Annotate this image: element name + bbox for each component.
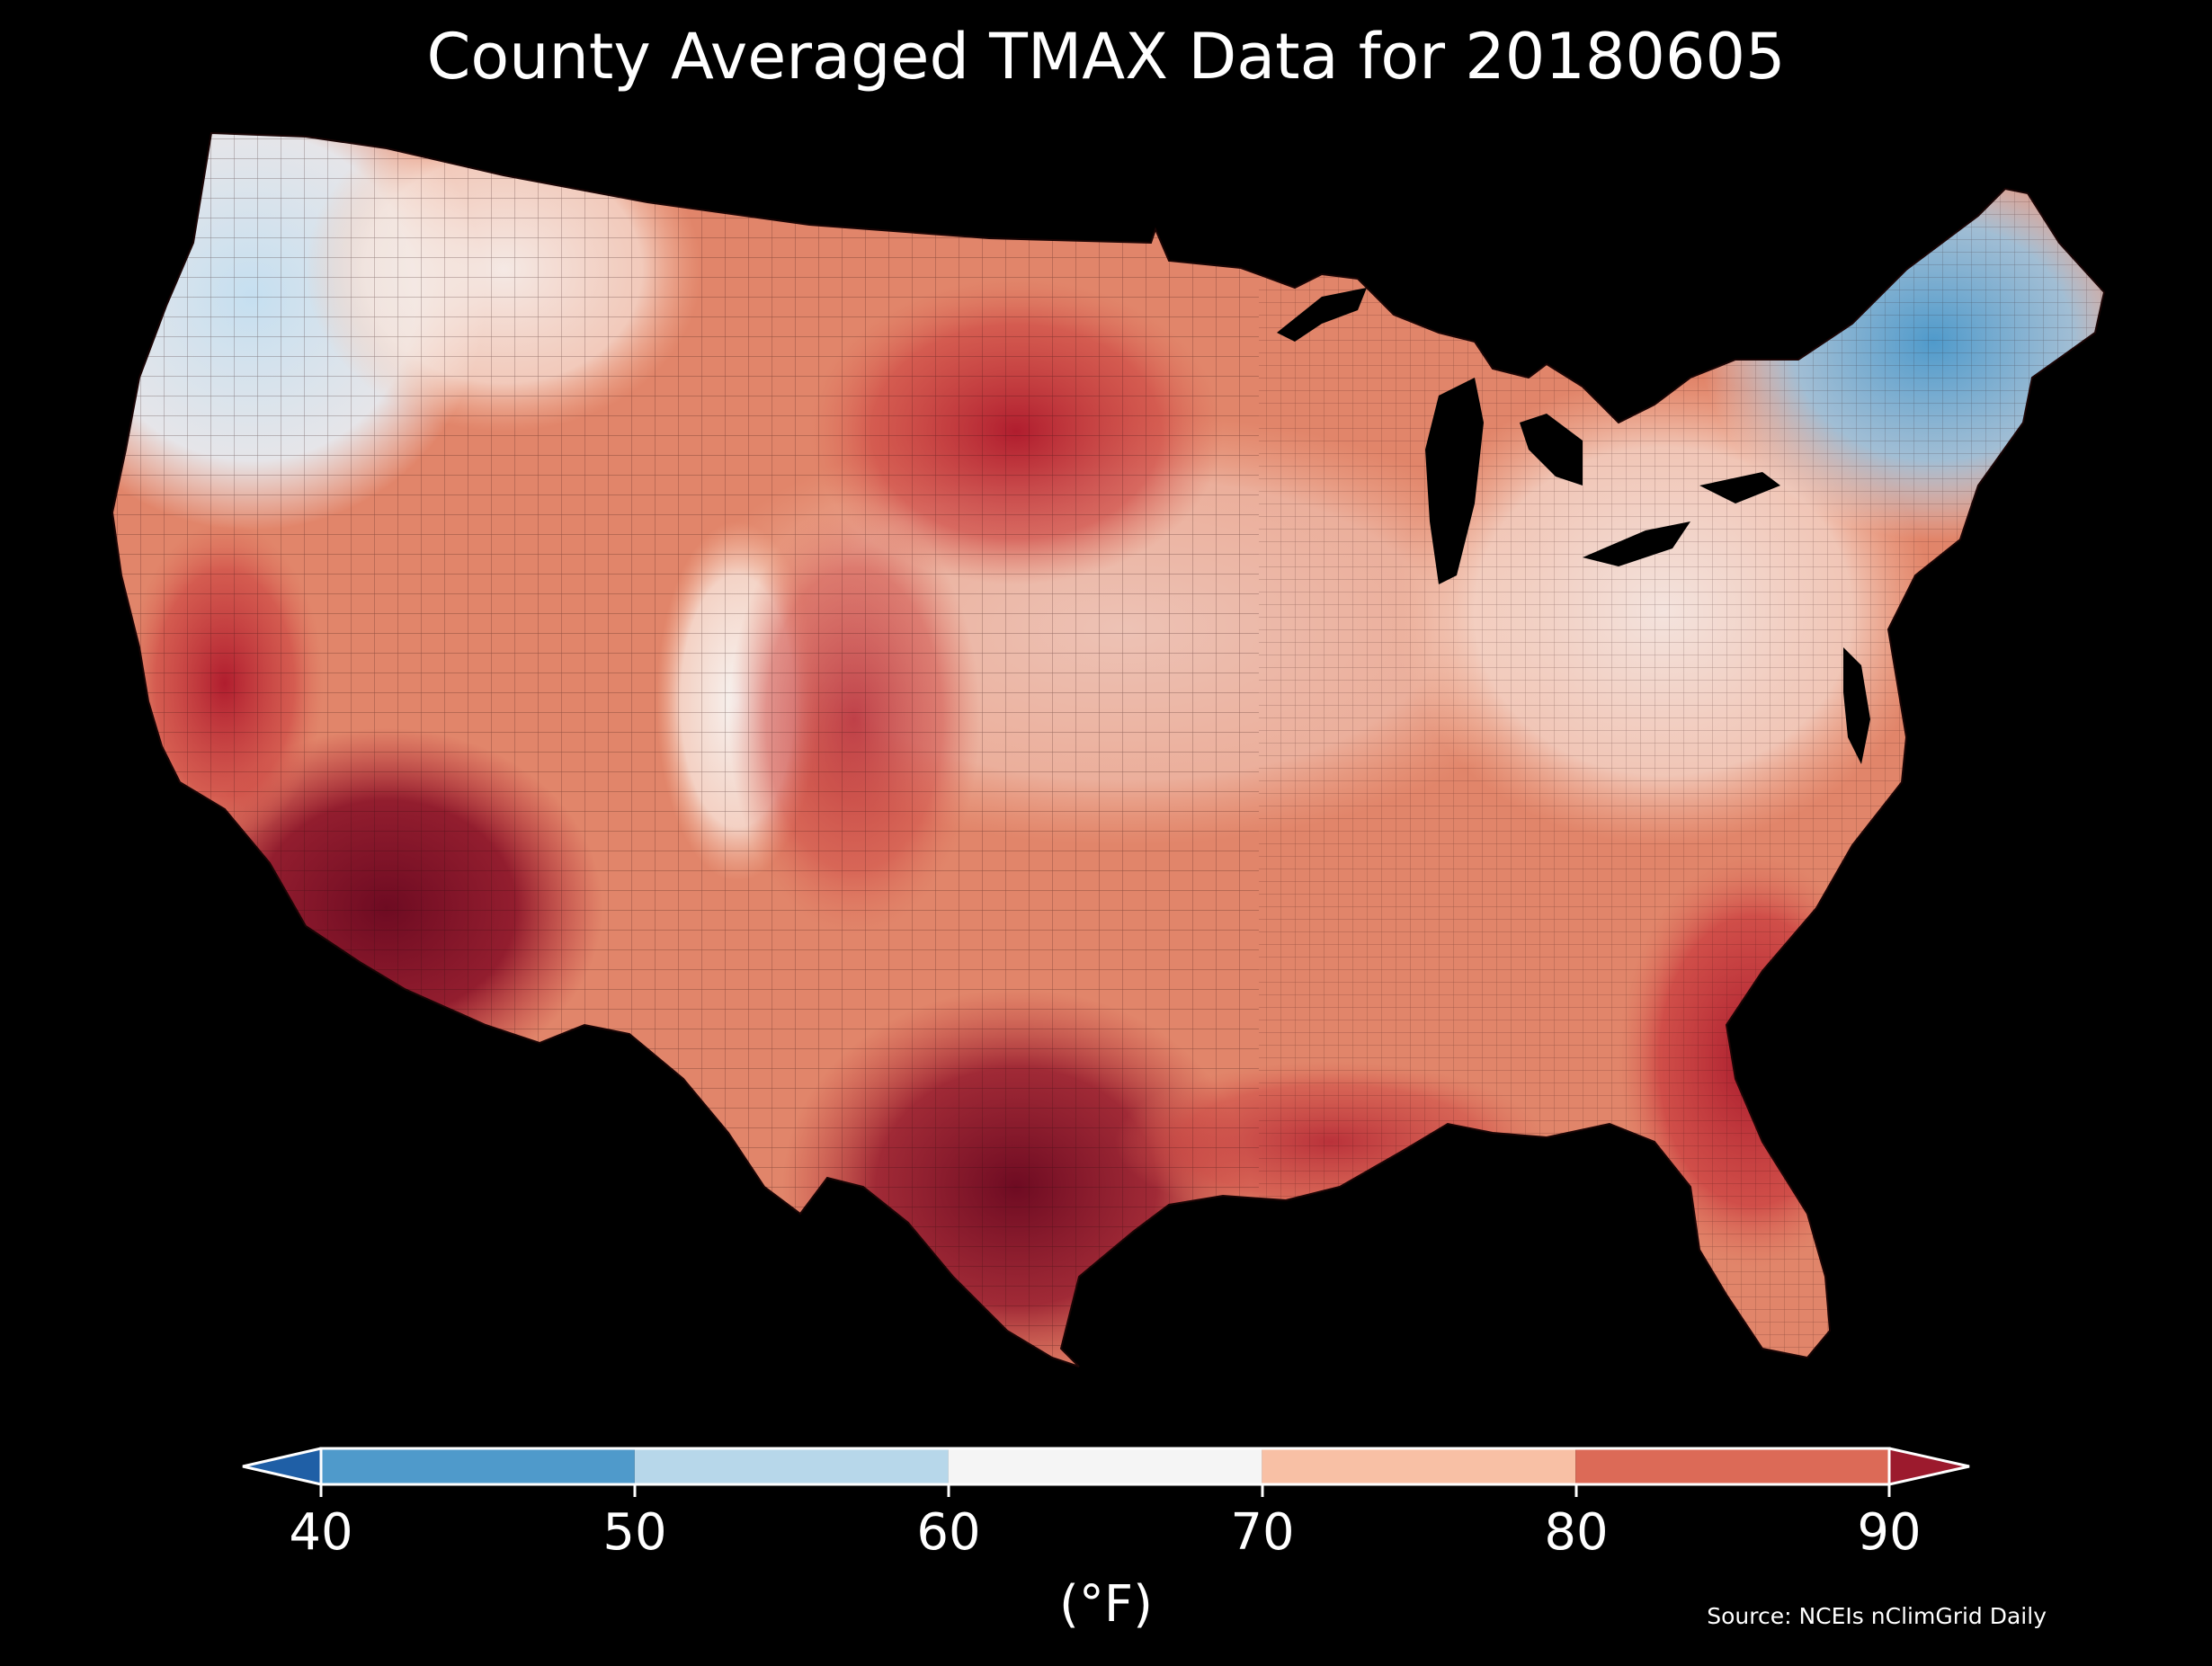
lake-michigan (1425, 378, 1484, 584)
lake-superior (1277, 288, 1367, 342)
colorbar-units-label: (°F) (1059, 1575, 1153, 1634)
us-outline (111, 131, 2106, 1368)
colorbar-bin (1575, 1448, 1889, 1484)
lake-ontario (1699, 472, 1780, 503)
colorbar-tick-40: 40 (289, 1503, 353, 1562)
chesapeake-bay (1843, 647, 1870, 764)
colorbar-tick-80: 80 (1544, 1503, 1609, 1562)
colorbar-bin (1262, 1448, 1576, 1484)
colorbar-bin (1889, 1448, 1969, 1484)
colorbar-tick-60: 60 (916, 1503, 981, 1562)
colorbar-tick-90: 90 (1857, 1503, 1922, 1562)
colorbar-bin (948, 1448, 1262, 1484)
map-title: County Averaged TMAX Data for 20180605 (426, 20, 1786, 94)
colorbar-tick-70: 70 (1230, 1503, 1295, 1562)
colorbar-bin (634, 1448, 949, 1484)
lake-erie (1583, 521, 1690, 566)
colorbar-tick-50: 50 (602, 1503, 667, 1562)
lake-huron (1520, 414, 1583, 486)
source-credit: Source: NCEIs nClimGrid Daily (1707, 1603, 2047, 1629)
colorbar-bin (321, 1448, 635, 1484)
colorbar-bin (243, 1448, 321, 1484)
